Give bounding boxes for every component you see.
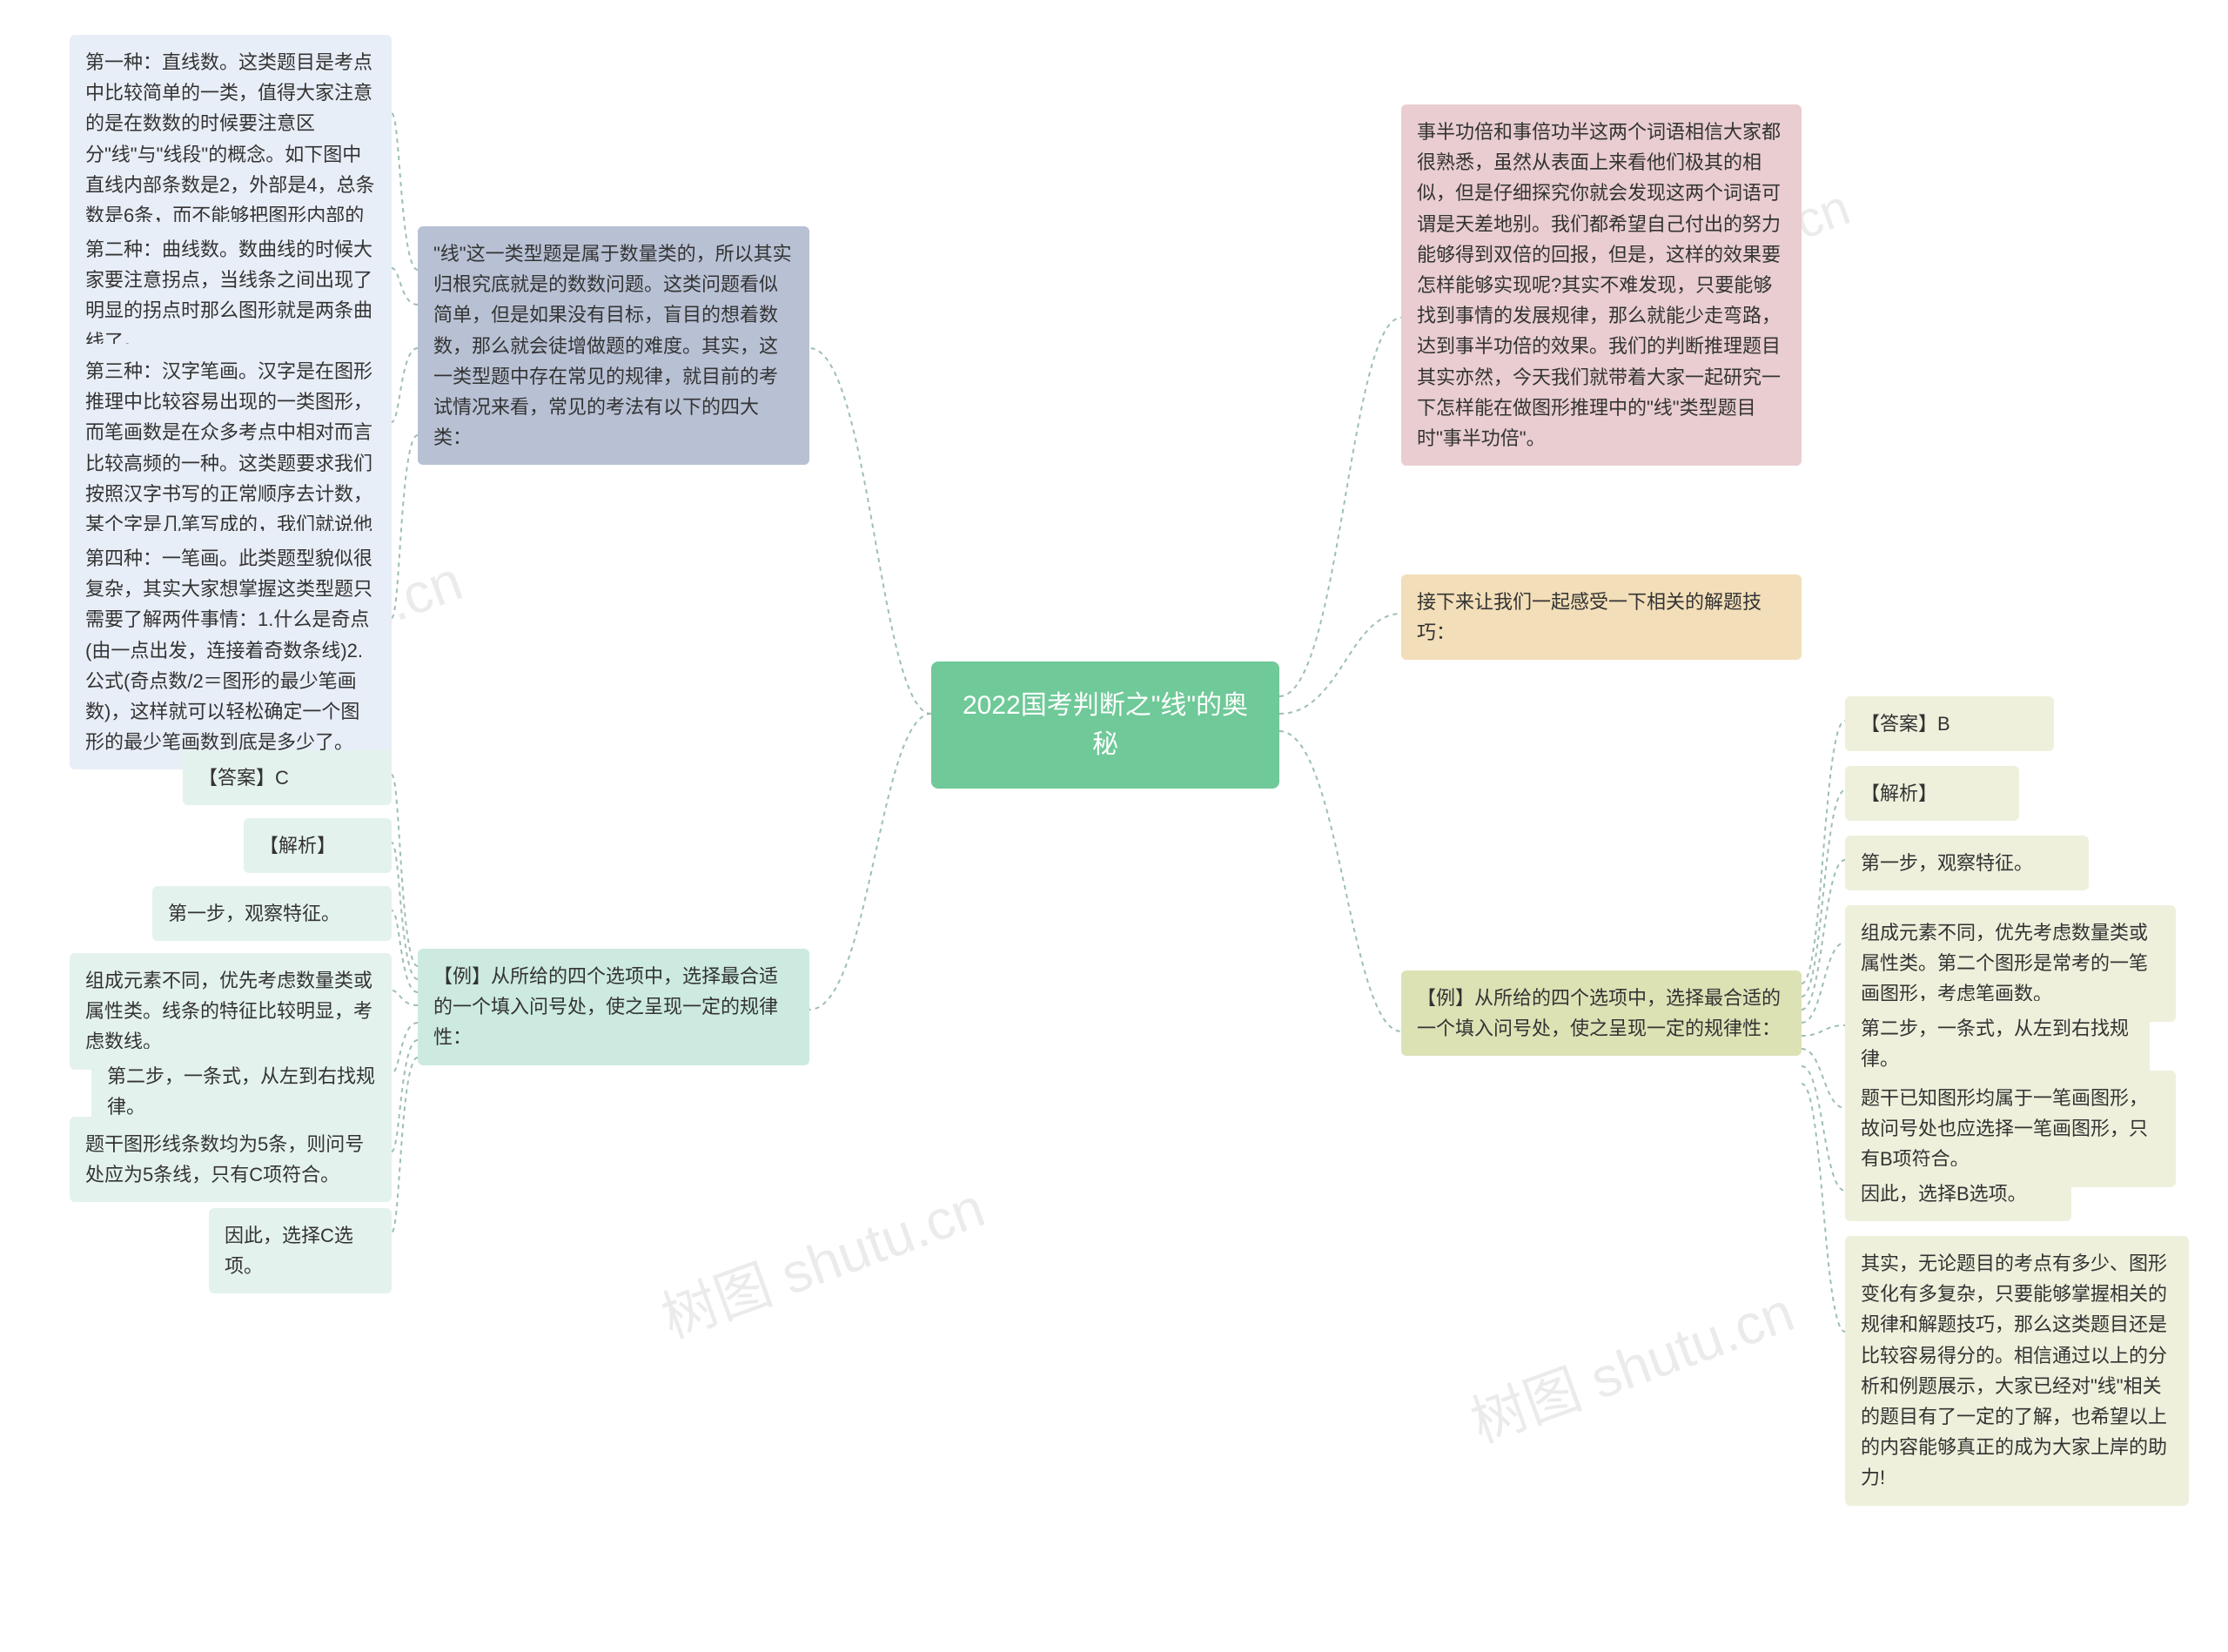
leaf-analysis-label-right: 【解析】 xyxy=(1845,766,2019,821)
leaf-answer-b: 【答案】B xyxy=(1845,696,2054,751)
branch-intro: 事半功倍和事倍功半这两个词语相信大家都很熟悉，虽然从表面上来看他们极其的相似，但… xyxy=(1401,104,1802,466)
leaf-analysis-label-left: 【解析】 xyxy=(244,818,392,873)
branch-line-types: "线"这一类型题是属于数量类的，所以其实归根究底就是的数数问题。这类问题看似简单… xyxy=(418,226,809,465)
leaf-answer-c: 【答案】C xyxy=(183,750,392,805)
leaf-step1-left: 第一步，观察特征。 xyxy=(152,886,392,941)
leaf-step1-right: 第一步，观察特征。 xyxy=(1845,836,2089,890)
leaf-conclusion-left: 因此，选择C选项。 xyxy=(209,1208,392,1293)
branch-example-left: 【例】从所给的四个选项中，选择最合适的一个填入问号处，使之呈现一定的规律性： xyxy=(418,949,809,1065)
branch-example-right: 【例】从所给的四个选项中，选择最合适的一个填入问号处，使之呈现一定的规律性： xyxy=(1401,970,1802,1056)
branch-tips-intro: 接下来让我们一起感受一下相关的解题技巧： xyxy=(1401,574,1802,660)
leaf-summary: 其实，无论题目的考点有多少、图形变化有多复杂，只要能够掌握相关的规律和解题技巧，… xyxy=(1845,1236,2189,1506)
center-node: 2022国考判断之"线"的奥秘 xyxy=(931,661,1279,789)
watermark: 树图 shutu.cn xyxy=(649,1163,994,1353)
watermark: 树图 shutu.cn xyxy=(1459,1267,1803,1458)
leaf-conclusion-right: 因此，选择B选项。 xyxy=(1845,1166,2071,1221)
leaf-type-onestroke: 第四种：一笔画。此类题型貌似很复杂，其实大家想掌握这类型题只需要了解两件事情：1… xyxy=(70,531,392,769)
leaf-rule-left: 题干图形线条数均为5条，则问号处应为5条线，只有C项符合。 xyxy=(70,1117,392,1202)
